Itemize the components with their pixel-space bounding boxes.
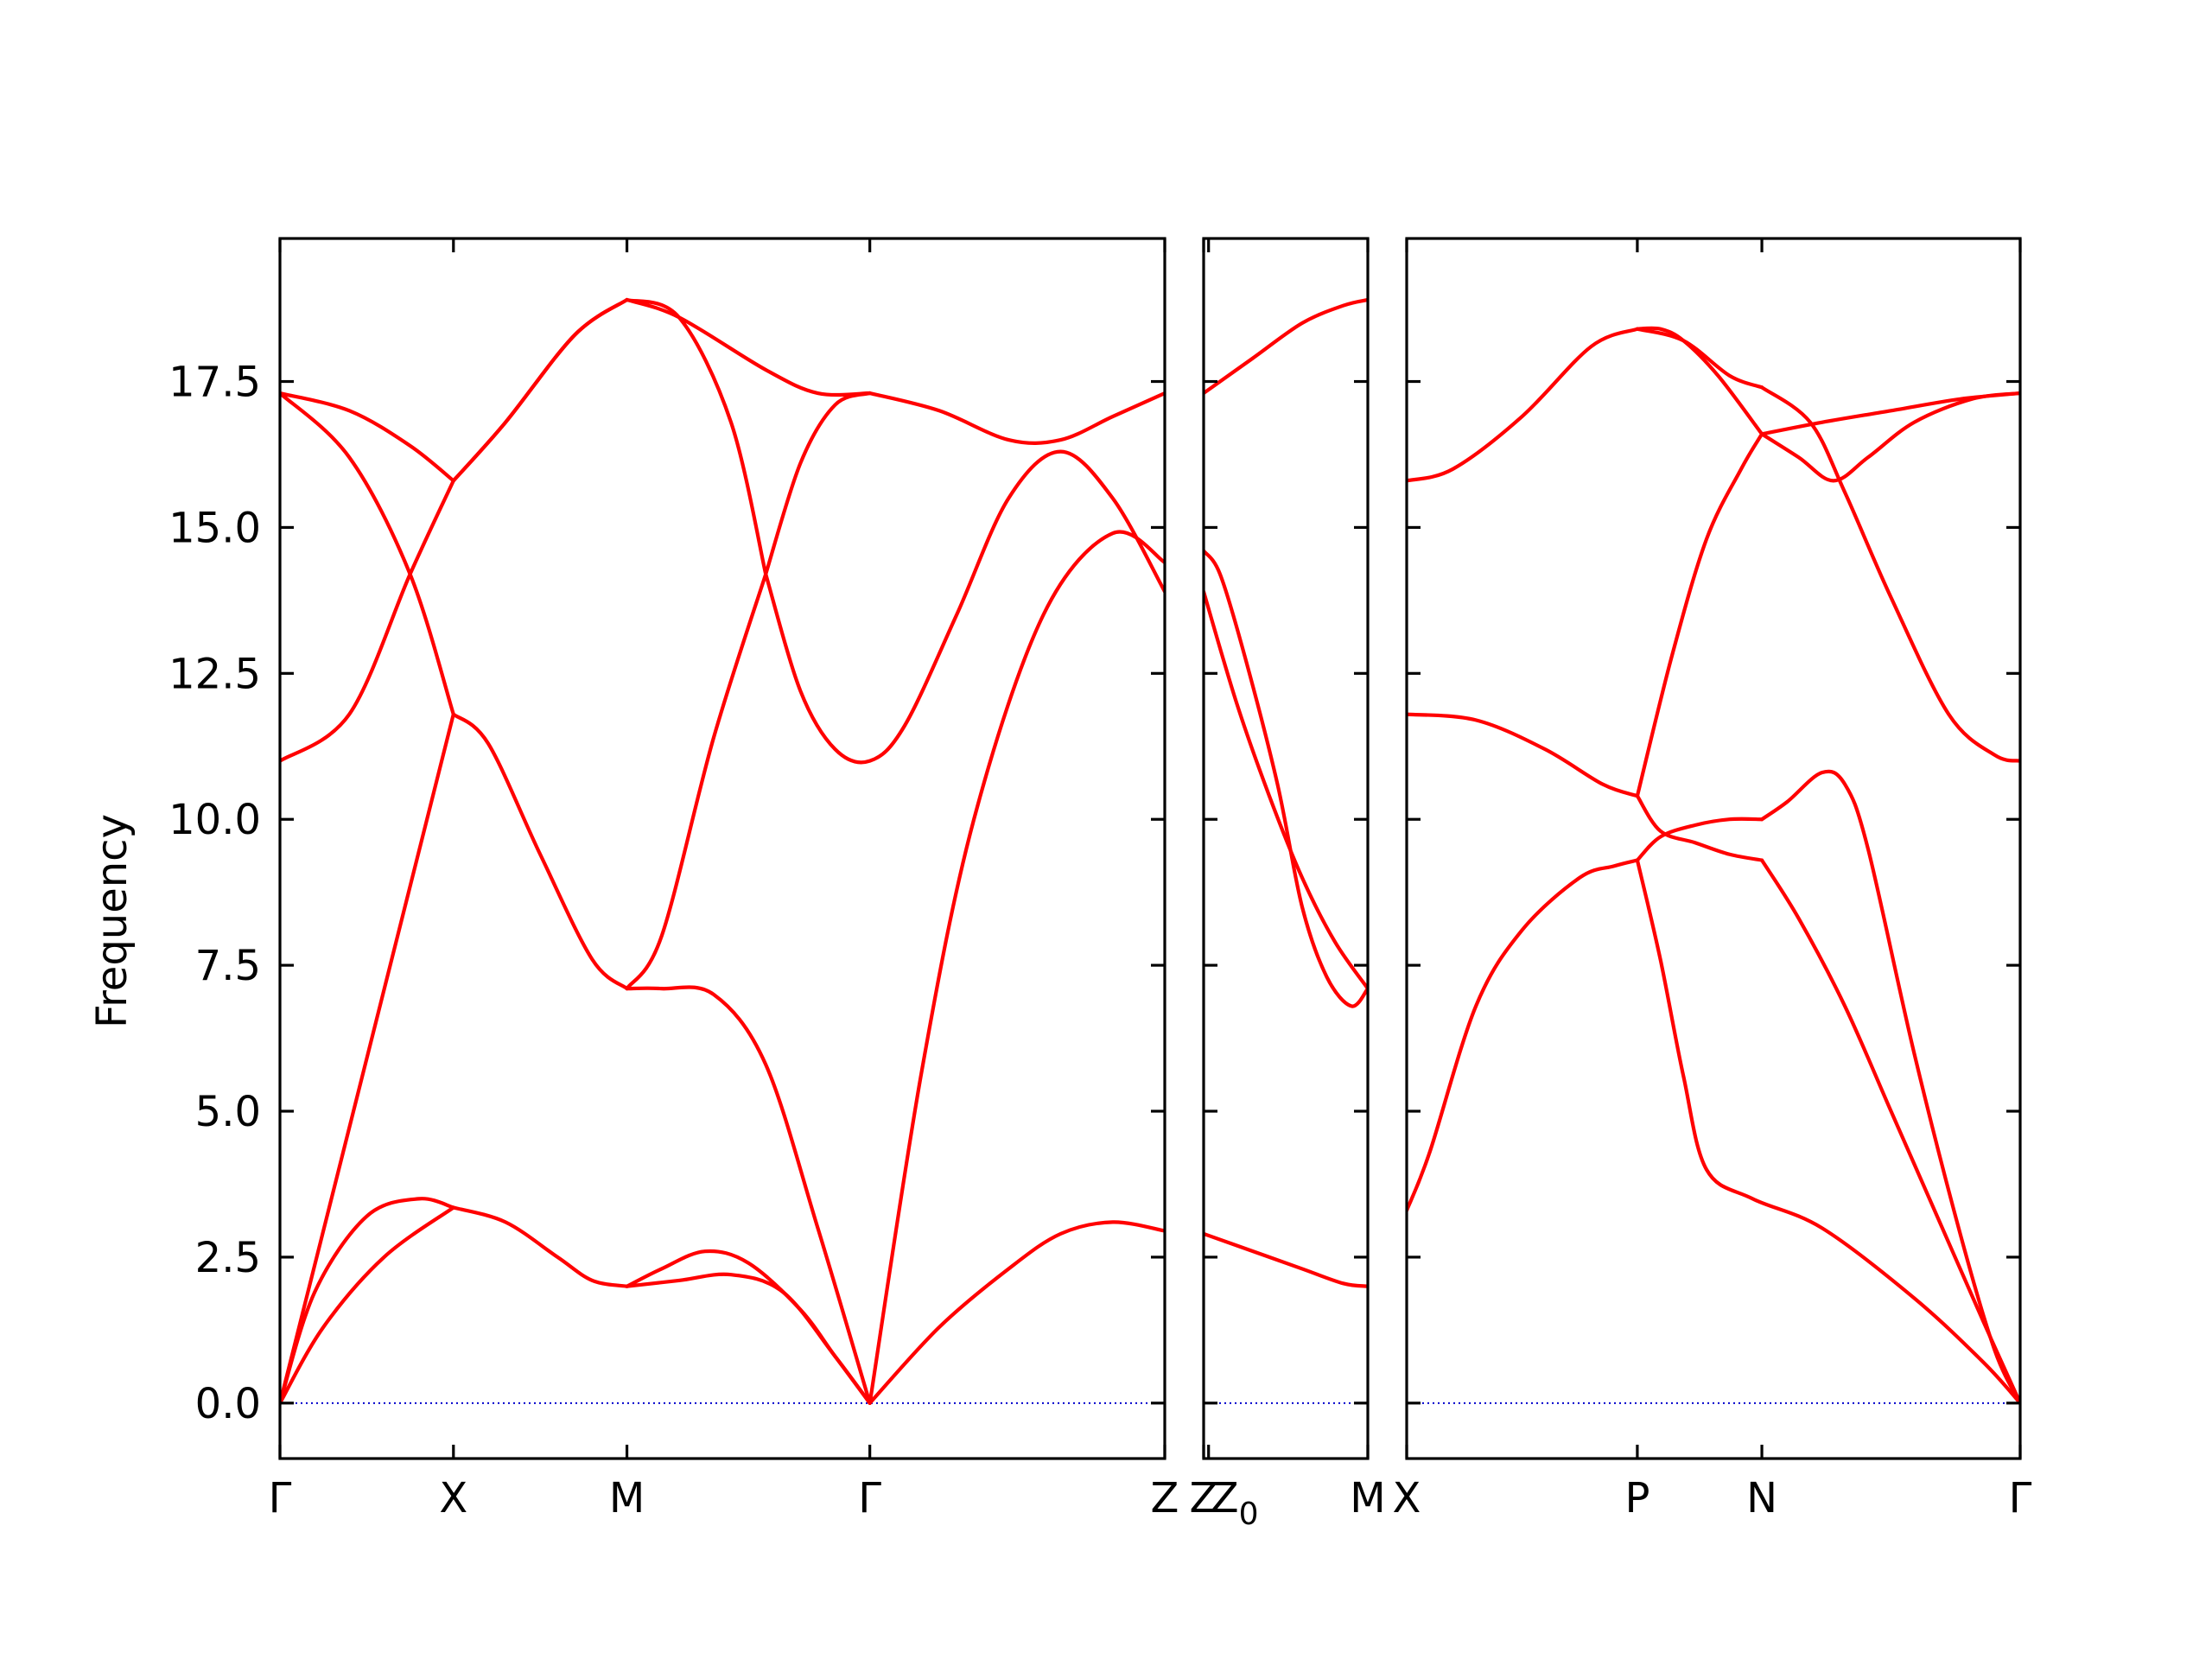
band-line-panel-1-15 — [868, 530, 1165, 1405]
band-line-panel-1-10 — [451, 297, 629, 483]
x-tick-label: Z — [1151, 1474, 1179, 1522]
band-line-panel-3-7 — [1407, 712, 1640, 798]
band-line-panel-1-6 — [451, 712, 629, 991]
band-line-panel-3-8 — [1635, 432, 1764, 798]
x-tick-label: P — [1624, 1474, 1649, 1522]
band-line-panel-3-13 — [1759, 858, 2020, 1405]
band-line-panel-3-9 — [1407, 858, 1640, 1212]
plot-area-panel-2 — [1204, 297, 1368, 1404]
x-tick-label: Γ — [858, 1474, 881, 1522]
x-tick-label: N — [1746, 1474, 1777, 1522]
y-axis-label: Frequency — [88, 814, 137, 1028]
band-line-panel-1-1 — [280, 391, 455, 483]
band-line-panel-2-2 — [1204, 549, 1368, 1008]
band-line-panel-3-6 — [1759, 385, 2020, 763]
axes-frame-panel-1 — [278, 237, 1166, 1460]
band-line-panel-1-9 — [280, 479, 455, 763]
y-tick-label: 12.5 — [168, 650, 261, 698]
band-line-panel-1-12 — [764, 449, 1165, 765]
band-line-panel-1-11 — [625, 297, 768, 576]
axes-frame-panel-3 — [1405, 237, 2022, 1460]
panel-1: 0.0 2.5 5.0 7.5 10.0 12.5 15.0 17.5 Γ X M Γ Z — [168, 237, 1179, 1522]
panels: 0.02.55.07.510.012.515.017.5Γ X M Γ Z ZZ0 M X P N… — [168, 237, 2032, 1532]
panel-2: ZZ0 M — [1190, 237, 1386, 1532]
band-line-panel-3-1 — [1407, 327, 1640, 483]
y-tick-label: 0.0 — [195, 1380, 261, 1428]
band-line-panel-1-4 — [868, 391, 1165, 445]
band-line-panel-1-18 — [451, 1205, 629, 1288]
band-line-panel-1-17 — [280, 1205, 455, 1405]
y-tick-label: 17.5 — [168, 359, 261, 407]
band-line-panel-3-3 — [1635, 327, 1764, 390]
y-tick-label: 10.0 — [168, 796, 261, 844]
plot-area-panel-3 — [1407, 326, 2020, 1405]
band-line-panel-1-21 — [868, 1220, 1165, 1405]
band-line-panel-2-3 — [1204, 589, 1368, 991]
y-tick-label: 2.5 — [195, 1234, 261, 1282]
x-tick-label: M — [609, 1474, 645, 1522]
band-line-panel-1-7 — [625, 572, 768, 991]
band-line-panel-1-8 — [764, 391, 872, 576]
x-tick-label: M — [1350, 1474, 1385, 1522]
band-line-panel-3-12 — [1759, 769, 2020, 1405]
y-tick-label: 5.0 — [195, 1088, 261, 1136]
band-line-panel-3-11 — [1635, 794, 1764, 862]
band-line-panel-1-3 — [625, 297, 872, 397]
band-line-panel-3-14 — [1635, 858, 2020, 1405]
axes-frame-panel-2 — [1202, 237, 1370, 1460]
x-tick-label: X — [1393, 1474, 1421, 1522]
band-line-panel-1-5 — [280, 391, 455, 716]
plot-area-panel-1 — [280, 297, 1165, 1405]
band-line-panel-3-5 — [1759, 391, 2020, 483]
x-tick-label: Γ — [2009, 1474, 2032, 1522]
band-line-panel-1-20 — [625, 1272, 872, 1405]
x-tick-label: Z — [1190, 1474, 1218, 1522]
band-line-panel-2-1 — [1204, 297, 1368, 396]
band-line-panel-1-16 — [280, 1197, 455, 1405]
band-line-panel-1-14 — [625, 985, 872, 1405]
band-line-panel-3-10 — [1635, 817, 1764, 862]
x-tick-label: X — [439, 1474, 467, 1522]
band-line-panel-1-13 — [280, 712, 455, 1405]
x-tick-label: Γ — [269, 1474, 292, 1522]
band-line-panel-2-4 — [1204, 1231, 1368, 1288]
y-tick-label: 7.5 — [195, 942, 261, 990]
y-tick-label: 15.0 — [168, 504, 261, 552]
